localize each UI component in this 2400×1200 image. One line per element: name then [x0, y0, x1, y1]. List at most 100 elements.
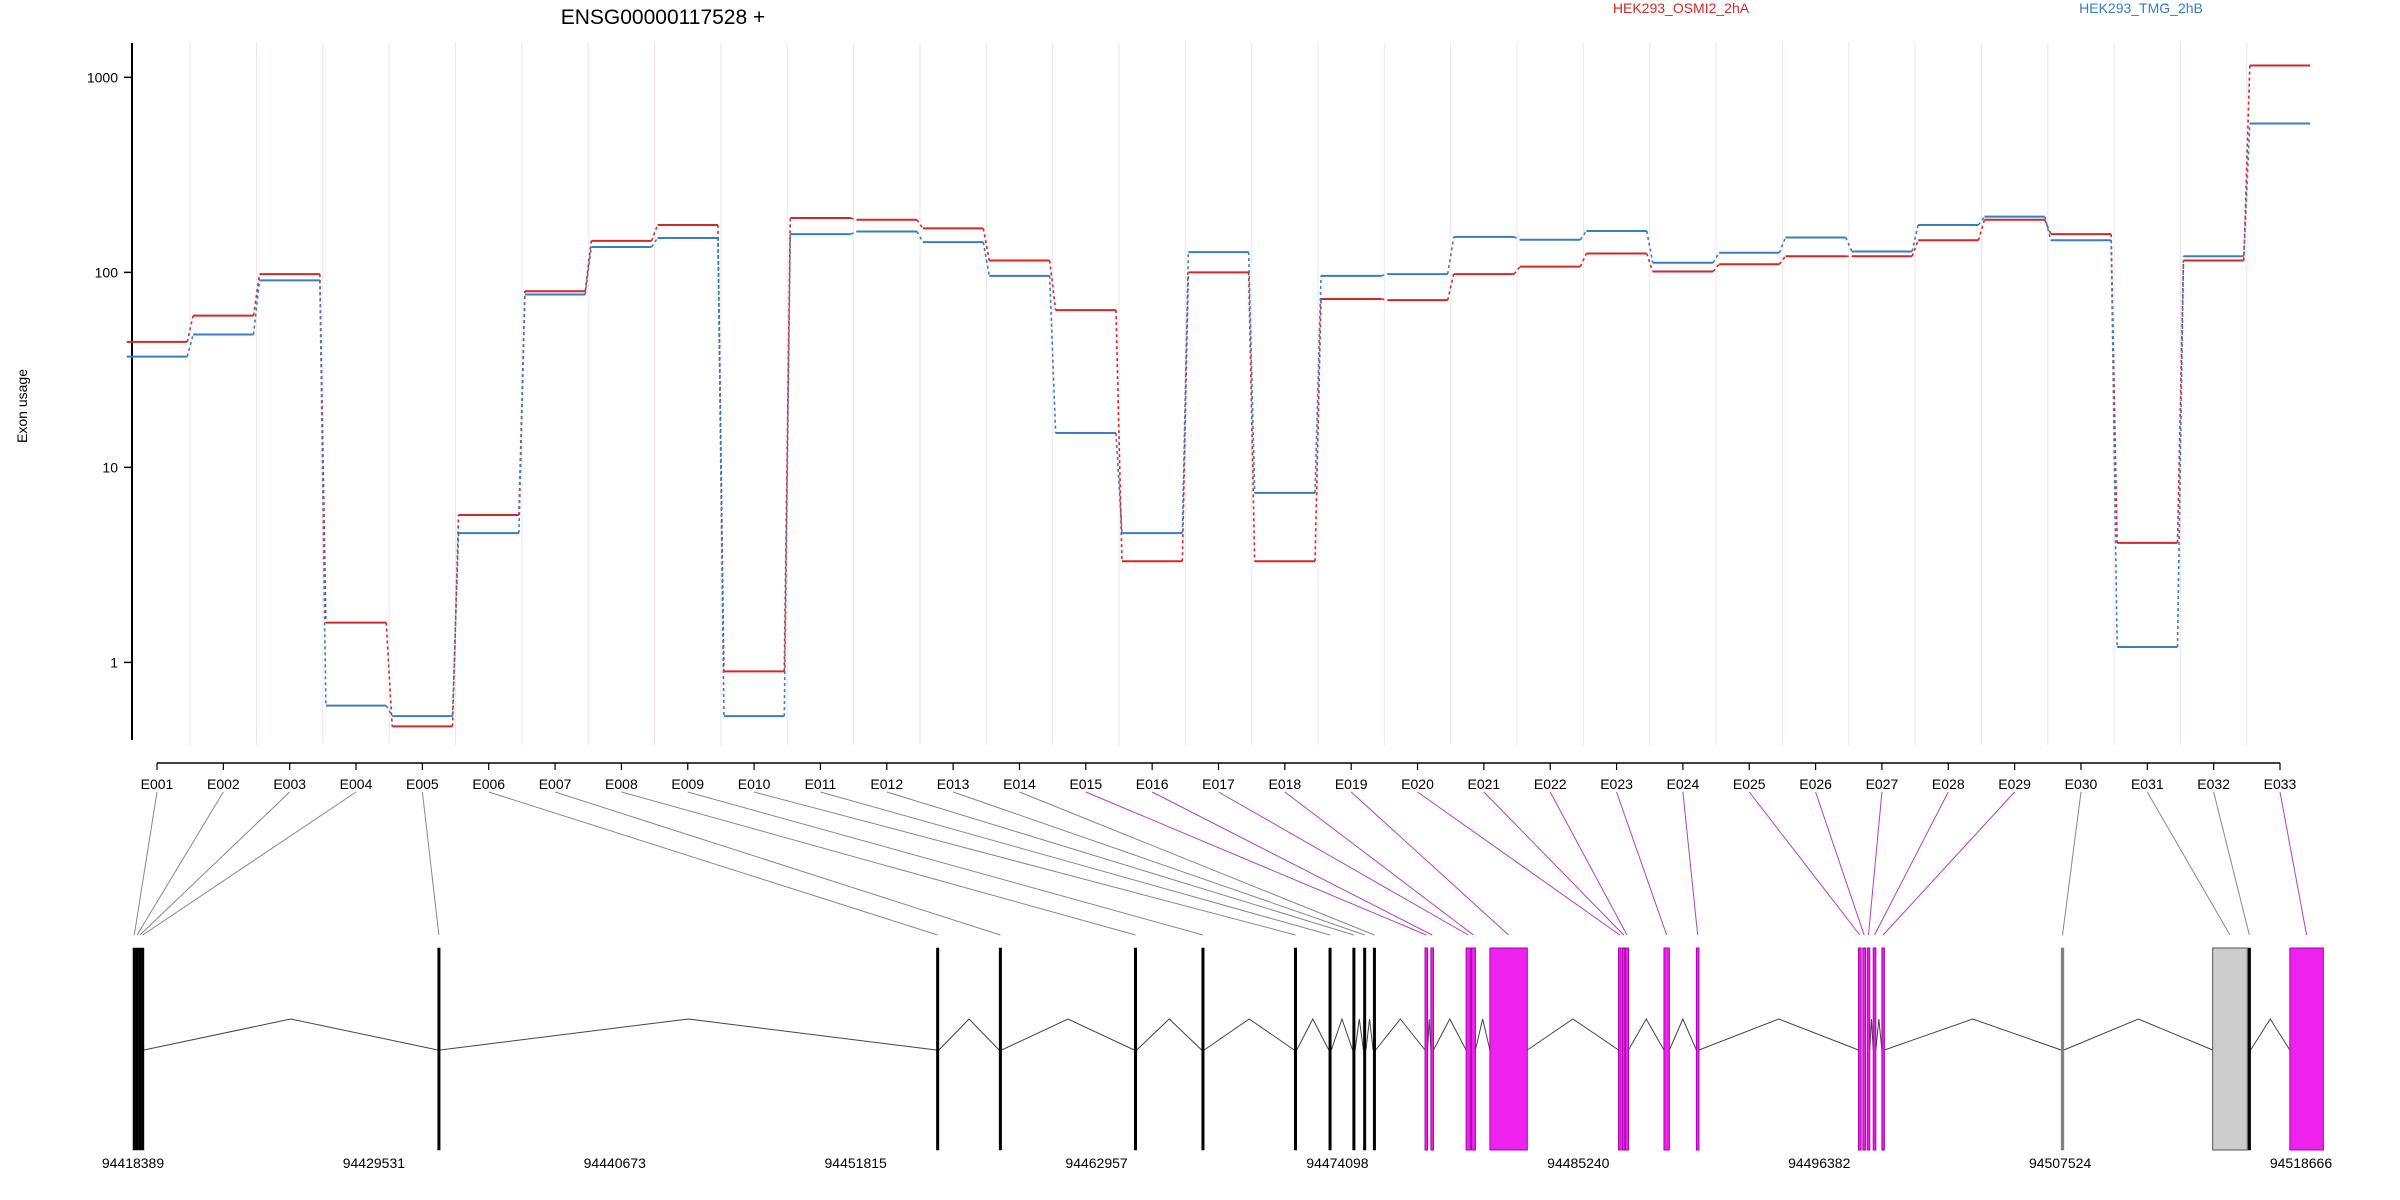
exon-label: E029: [1998, 776, 2031, 792]
series-connector: [1247, 252, 1256, 493]
exon-connector: [2279, 791, 2308, 936]
series-connector: [850, 217, 857, 221]
exon-box: [1663, 947, 1670, 1151]
series-connector: [518, 294, 526, 534]
series-connector: [2044, 219, 2052, 235]
series-connector: [1712, 252, 1720, 264]
series-connector: [2176, 256, 2185, 647]
exon-label: E023: [1600, 776, 1633, 792]
exon-box: [141, 947, 145, 1151]
exon-box: [138, 947, 142, 1151]
series-connector: [1314, 298, 1322, 562]
legend-entry-osmi2: HEK293_OSMI2_2hA: [1613, 0, 1750, 16]
exon-box: [1618, 947, 1622, 1151]
y-axis: 1 10 100 1000: [87, 43, 133, 740]
series-connector: [2110, 240, 2118, 647]
series-connector: [1314, 275, 1322, 493]
exon-box: [1293, 947, 1297, 1151]
exon-label: E017: [1202, 776, 1235, 792]
coordinate-label: 94507524: [2029, 1155, 2092, 1171]
genomic-coordinates: 94418389 94429531 94440673 94451815 94462957…: [102, 1155, 2333, 1171]
intron-line: [1365, 1018, 1374, 1051]
y-tick-label: 100: [95, 264, 119, 280]
exon-connector: [142, 791, 357, 936]
series-connector: [2176, 260, 2185, 543]
x-axis: E001 E002 E003 E004 E005 E006 E007 E008 E009 E010…: [141, 762, 2297, 792]
exon-connector: [1151, 791, 1433, 936]
exon-box: [1201, 947, 1205, 1151]
exon-connector: [1549, 791, 1628, 936]
exon-label: E018: [1268, 776, 1301, 792]
coordinate-label: 94462957: [1065, 1155, 1128, 1171]
exon-box: [1363, 947, 1367, 1151]
exon-label: E007: [539, 776, 572, 792]
exon-label: E012: [870, 776, 903, 792]
exon-box: [1695, 947, 1700, 1151]
gene-model: [132, 947, 2324, 1151]
intron-line: [1869, 1018, 1874, 1051]
series-lines: [126, 64, 2311, 728]
exon-box: [1866, 947, 1871, 1151]
exon-connector: [1867, 791, 1883, 936]
intron-line: [440, 1018, 937, 1051]
intron-line: [2250, 1018, 2291, 1051]
y-tick-label: 1000: [87, 69, 118, 85]
exon-label: E021: [1468, 776, 1501, 792]
series-connector: [1381, 273, 1388, 277]
exon-label: E016: [1136, 776, 1169, 792]
exon-connector: [1284, 791, 1474, 936]
exon-label: E031: [2131, 776, 2164, 792]
exon-box: [1328, 947, 1332, 1151]
y-tick-label: 1: [110, 654, 118, 670]
exon-label: E001: [141, 776, 174, 792]
series-connector: [916, 231, 924, 243]
series-connector: [319, 280, 327, 706]
series-connector: [1513, 266, 1521, 275]
exon-label: E011: [805, 776, 837, 792]
exon-label: E003: [273, 776, 306, 792]
exon-connector: [1682, 791, 1699, 936]
series-connector: [252, 273, 261, 316]
exon-connector: [952, 791, 1365, 936]
series-connector: [650, 237, 659, 248]
exon-box: [1624, 947, 1629, 1151]
exon-connector: [2213, 791, 2250, 936]
series-connector: [1513, 236, 1521, 241]
intron-line: [1375, 1018, 1426, 1051]
intron-line: [1001, 1018, 1135, 1051]
exon-label: E014: [1003, 776, 1036, 792]
exon-box: [135, 947, 139, 1151]
series-connector: [385, 705, 393, 717]
exon-connector: [488, 791, 938, 936]
series-connector: [1446, 236, 1455, 275]
series-connector: [1381, 298, 1388, 301]
exon-label: E010: [738, 776, 771, 792]
exon-connector: [554, 791, 1001, 936]
coordinate-label: 94496382: [1788, 1155, 1851, 1171]
exon-label: E028: [1932, 776, 1965, 792]
series-connector: [850, 230, 857, 235]
series-connector: [717, 238, 725, 717]
series-connector: [2243, 65, 2251, 261]
exon-connector: [820, 791, 1331, 936]
exon-connector: [139, 791, 291, 936]
series-connector: [385, 622, 394, 727]
series-connector: [783, 234, 792, 717]
exon-label: E002: [207, 776, 240, 792]
exon-connector: [753, 791, 1296, 936]
series-connector: [2044, 216, 2052, 241]
grid-lines: [189, 43, 2248, 745]
coordinate-label: 94451815: [825, 1155, 888, 1171]
series-connector: [584, 246, 593, 295]
intron-line: [1296, 1017, 1330, 1051]
coordinate-label: 94418389: [102, 1155, 165, 1171]
series-connector: [186, 334, 194, 357]
intron-line: [1354, 1018, 1364, 1051]
exon-box: [437, 947, 441, 1151]
intron-line: [1628, 1017, 1665, 1051]
exon-box: [1133, 947, 1137, 1151]
legend-entry-tmg: HEK293_TMG_2hB: [2079, 0, 2203, 16]
exon-box: [936, 947, 940, 1151]
intron-line: [1527, 1018, 1619, 1051]
